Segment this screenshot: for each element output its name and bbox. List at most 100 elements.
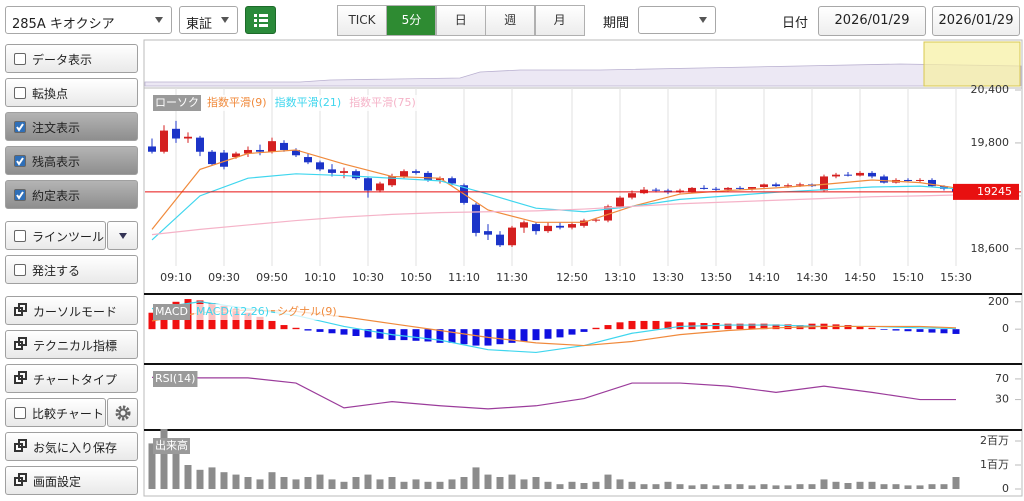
candle-body [604, 206, 612, 221]
candle-body [916, 179, 924, 181]
bar [196, 469, 204, 489]
bar [676, 322, 684, 330]
bar [664, 321, 672, 330]
bar [544, 481, 552, 489]
candle-body [268, 141, 276, 152]
legend-box [347, 95, 418, 111]
bar [424, 329, 432, 342]
legend-label: 出来高 [155, 438, 188, 452]
candle-body [256, 149, 264, 152]
y-tick-label: 19,800 [971, 136, 1010, 149]
candle-body [304, 157, 312, 163]
legend-box [153, 95, 201, 111]
legend-label: 指数平滑(9) [207, 95, 267, 109]
legend-item: 指数平滑(75) [347, 95, 418, 111]
candle-body [724, 187, 732, 190]
x-tick-label: 09:10 [160, 271, 192, 284]
y-tick-label: 20,400 [971, 83, 1010, 96]
bar [352, 329, 360, 336]
bar [640, 484, 648, 489]
bar [340, 481, 348, 489]
candle-body [220, 152, 228, 167]
bar [820, 479, 828, 489]
bar [304, 329, 312, 331]
bar [304, 477, 312, 489]
bar [712, 323, 720, 330]
bar [724, 323, 732, 330]
candle-body [712, 188, 720, 190]
bar [436, 481, 444, 489]
chart-frame [143, 39, 1023, 497]
x-tick-label: 09:30 [208, 271, 240, 284]
candle-body [292, 149, 300, 156]
bar [148, 312, 156, 330]
candle-body [820, 176, 828, 191]
candle-body [844, 174, 852, 176]
bar [376, 479, 384, 489]
bar [436, 329, 444, 343]
legend-item: MACD [153, 304, 190, 320]
bar [808, 484, 816, 489]
bar [208, 467, 216, 489]
candle-body [532, 224, 540, 232]
bar [640, 320, 648, 330]
candle-body [580, 220, 588, 226]
bar [760, 484, 768, 489]
candle-body [280, 142, 288, 150]
candle-body [472, 204, 480, 233]
legend-label: 指数平滑(75) [349, 95, 416, 109]
bar [460, 477, 468, 489]
candle-body [592, 219, 600, 221]
candle-body [616, 197, 624, 207]
bar [664, 481, 672, 489]
bar [556, 484, 564, 489]
bar [400, 329, 408, 341]
candle-body [928, 179, 936, 187]
bar [592, 481, 600, 489]
bar [280, 325, 288, 330]
x-tick-label: 13:10 [604, 271, 636, 284]
bar [952, 477, 960, 489]
bar [184, 465, 192, 489]
bar [520, 329, 528, 342]
bar [868, 481, 876, 489]
bar [784, 485, 792, 489]
bar [364, 329, 372, 338]
navigator-range[interactable] [923, 41, 1021, 87]
bar [544, 329, 552, 339]
bar [844, 483, 852, 489]
candle-body [436, 178, 444, 180]
bar [772, 324, 780, 330]
bar [688, 485, 696, 489]
bar [904, 329, 912, 332]
legend-label: 指数平滑(21) [275, 95, 342, 109]
x-tick-label: 14:50 [844, 271, 876, 284]
bar [532, 477, 540, 489]
bar [892, 484, 900, 489]
bar [556, 329, 564, 338]
bar [616, 479, 624, 489]
bar [652, 320, 660, 330]
candle-body [364, 178, 372, 191]
bar [448, 479, 456, 489]
y-tick-label: 1百万 [980, 458, 1009, 471]
candle-body [352, 171, 360, 179]
bar [676, 484, 684, 489]
bar [724, 484, 732, 489]
bar [880, 484, 888, 489]
line [151, 376, 956, 410]
y-tick-label: 0 [1002, 482, 1009, 495]
bar [328, 329, 336, 334]
bar [316, 474, 324, 489]
bar [604, 325, 612, 330]
legend-label: シグナル(9) [277, 304, 337, 318]
bar [352, 477, 360, 489]
candle-body [484, 231, 492, 235]
candle-body [544, 225, 552, 232]
bar [268, 320, 276, 330]
x-tick-label: 13:50 [700, 271, 732, 284]
y-tick-label: 0 [1002, 322, 1009, 335]
legend-label: ローソク [155, 96, 199, 109]
line [151, 194, 957, 236]
